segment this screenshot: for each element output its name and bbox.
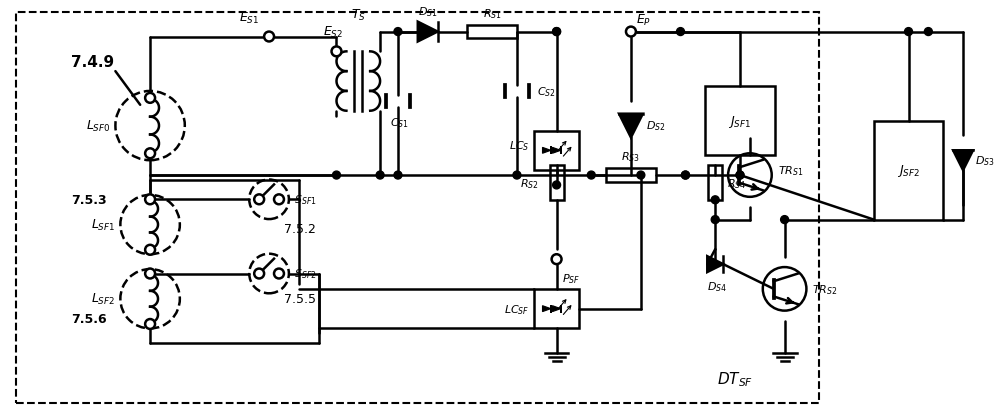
Circle shape: [553, 182, 561, 189]
Circle shape: [274, 195, 284, 205]
Circle shape: [552, 254, 562, 265]
Circle shape: [681, 172, 689, 180]
Bar: [467, 26, 517, 39]
Circle shape: [513, 172, 521, 180]
Bar: [534, 131, 579, 171]
Circle shape: [332, 47, 341, 57]
Text: $R_{S1}$: $R_{S1}$: [483, 7, 502, 20]
Text: 7.5.2: 7.5.2: [284, 223, 316, 236]
Polygon shape: [552, 306, 561, 312]
Text: 7.5.3: 7.5.3: [71, 194, 106, 207]
Text: 7.5.5: 7.5.5: [284, 292, 316, 305]
Bar: [550, 166, 564, 200]
Circle shape: [145, 319, 155, 329]
Polygon shape: [543, 148, 551, 154]
Text: $C_{S1}$: $C_{S1}$: [390, 117, 409, 130]
Text: 7.4.9: 7.4.9: [71, 55, 114, 70]
Circle shape: [376, 172, 384, 180]
Circle shape: [145, 245, 155, 255]
Text: $TR_{S1}$: $TR_{S1}$: [778, 164, 803, 178]
Text: $D_{S1}$: $D_{S1}$: [418, 5, 438, 19]
Text: $E_P$: $E_P$: [636, 13, 651, 27]
Bar: [708, 166, 722, 200]
Bar: [606, 169, 656, 182]
Circle shape: [254, 195, 264, 205]
Text: $T_S$: $T_S$: [351, 7, 366, 22]
Text: $D_{S3}$: $D_{S3}$: [975, 154, 995, 168]
Circle shape: [145, 149, 155, 159]
Text: $S_{SF1}$: $S_{SF1}$: [294, 193, 317, 207]
Polygon shape: [418, 22, 438, 43]
Circle shape: [145, 269, 155, 279]
Text: $C_{S2}$: $C_{S2}$: [537, 85, 556, 99]
Circle shape: [905, 29, 912, 36]
Circle shape: [553, 29, 561, 36]
Circle shape: [781, 216, 789, 224]
Circle shape: [333, 172, 340, 180]
Text: $L_{SF1}$: $L_{SF1}$: [91, 218, 115, 232]
Text: $D_{S4}$: $D_{S4}$: [707, 279, 727, 293]
Polygon shape: [953, 151, 973, 171]
Bar: [16, 13, 819, 403]
Circle shape: [924, 29, 932, 36]
Circle shape: [145, 195, 155, 205]
Circle shape: [677, 29, 684, 36]
Text: $LC_S$: $LC_S$: [509, 139, 529, 153]
Text: $L_{SF0}$: $L_{SF0}$: [86, 119, 110, 134]
Text: $LC_{SF}$: $LC_{SF}$: [504, 302, 529, 316]
Text: $L_{SF2}$: $L_{SF2}$: [91, 292, 115, 307]
Text: $TR_{S2}$: $TR_{S2}$: [812, 282, 838, 296]
Circle shape: [736, 172, 744, 180]
Text: $R_{S4}$: $R_{S4}$: [727, 177, 746, 191]
Polygon shape: [543, 306, 551, 312]
Circle shape: [394, 29, 402, 36]
Circle shape: [711, 216, 719, 224]
Text: 7.5.6: 7.5.6: [71, 312, 106, 325]
Circle shape: [274, 269, 284, 279]
Circle shape: [145, 94, 155, 103]
Circle shape: [637, 172, 645, 180]
Polygon shape: [707, 256, 723, 272]
Polygon shape: [552, 148, 561, 154]
Text: $J_{SF2}$: $J_{SF2}$: [897, 163, 920, 179]
Text: $S_{SF2}$: $S_{SF2}$: [294, 267, 316, 281]
Text: $DT_{SF}$: $DT_{SF}$: [717, 369, 753, 388]
Bar: [705, 87, 775, 156]
Circle shape: [264, 32, 274, 43]
Text: $R_{S2}$: $R_{S2}$: [520, 177, 539, 191]
Bar: [874, 121, 943, 220]
Circle shape: [587, 172, 595, 180]
Text: $P_{SF}$: $P_{SF}$: [562, 272, 580, 285]
Circle shape: [254, 269, 264, 279]
Circle shape: [681, 172, 689, 180]
Circle shape: [736, 172, 744, 180]
Text: $J_{SF1}$: $J_{SF1}$: [728, 113, 752, 129]
Circle shape: [711, 196, 719, 204]
Circle shape: [553, 29, 561, 36]
Text: $E_{S1}$: $E_{S1}$: [239, 11, 259, 26]
Text: $E_{S2}$: $E_{S2}$: [323, 25, 344, 40]
Circle shape: [626, 27, 636, 37]
Text: $R_{S3}$: $R_{S3}$: [621, 150, 640, 164]
Polygon shape: [619, 115, 643, 138]
Bar: [534, 289, 579, 329]
Circle shape: [394, 172, 402, 180]
Text: $D_{S2}$: $D_{S2}$: [646, 119, 665, 133]
